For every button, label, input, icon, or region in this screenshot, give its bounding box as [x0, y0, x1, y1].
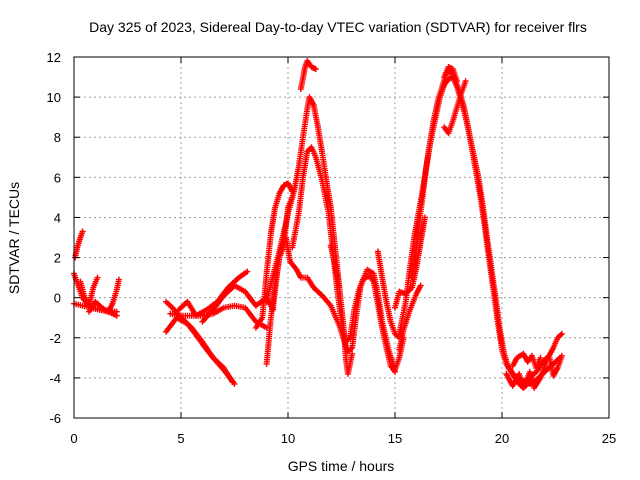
- data-point-track: [86, 276, 122, 315]
- y-tick-label: 12: [47, 50, 61, 65]
- data-point-track: [270, 234, 407, 373]
- data-point-track: [441, 64, 461, 85]
- plot-frame: [73, 56, 610, 419]
- y-axis-title: SDTVAR / TECUs: [6, 182, 22, 294]
- x-axis-title: GPS time / hours: [288, 458, 395, 474]
- data-points: [71, 58, 565, 391]
- x-tick-label: 15: [388, 431, 402, 446]
- data-point-track: [163, 314, 236, 385]
- data-point-track: [327, 242, 343, 291]
- y-tick-label: 2: [54, 251, 61, 266]
- data-point-track: [252, 180, 296, 331]
- data-point-track: [374, 248, 405, 341]
- data-point-track: [297, 58, 319, 93]
- data-point-track: [77, 274, 101, 309]
- chart-title: Day 325 of 2023, Sidereal Day-to-day VTE…: [89, 19, 587, 35]
- x-tick-label: 10: [281, 431, 295, 446]
- y-tick-label: -2: [49, 331, 61, 346]
- x-tick-label: 20: [495, 431, 509, 446]
- y-tick-label: 6: [54, 170, 61, 185]
- x-tick-label: 0: [70, 431, 77, 446]
- y-tick-label: -6: [49, 411, 61, 426]
- y-tick-label: 10: [47, 90, 61, 105]
- x-tick-label: 5: [177, 431, 184, 446]
- y-tick-label: 0: [54, 291, 61, 306]
- x-tick-label: 25: [602, 431, 616, 446]
- y-tick-label: 4: [54, 210, 61, 225]
- data-point-track: [503, 352, 565, 391]
- y-tick-label: -4: [49, 371, 61, 386]
- axis-ticks: 0 5 10 15 20 25 -6 -4 -2 0 2 4 6 8 10 12: [47, 50, 617, 446]
- data-point-track: [396, 282, 424, 353]
- data-point-track: [509, 350, 544, 371]
- data-point-track: [441, 78, 469, 137]
- y-tick-label: 8: [54, 130, 61, 145]
